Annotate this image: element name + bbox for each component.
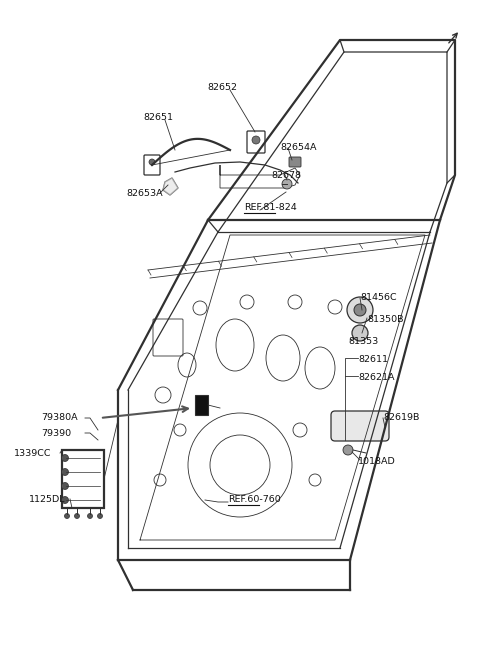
Circle shape — [97, 514, 103, 519]
Circle shape — [252, 136, 260, 144]
Text: 82651: 82651 — [143, 113, 173, 122]
Text: 1125DL: 1125DL — [29, 495, 65, 504]
Circle shape — [352, 325, 368, 341]
Circle shape — [61, 496, 69, 504]
Text: 82611: 82611 — [358, 356, 388, 364]
Text: 82621A: 82621A — [358, 373, 395, 383]
Text: 1018AD: 1018AD — [358, 457, 396, 466]
Text: 82654A: 82654A — [280, 143, 316, 153]
Text: 81456C: 81456C — [360, 293, 396, 303]
Circle shape — [354, 304, 366, 316]
Text: REF.81-824: REF.81-824 — [244, 204, 297, 212]
FancyBboxPatch shape — [289, 157, 301, 167]
Circle shape — [149, 159, 155, 165]
Circle shape — [61, 483, 69, 489]
Text: 81353: 81353 — [348, 337, 378, 345]
Text: 82619B: 82619B — [383, 413, 420, 422]
Text: 79380A: 79380A — [41, 413, 78, 422]
Circle shape — [87, 514, 93, 519]
Circle shape — [282, 179, 292, 189]
Text: 81350B: 81350B — [367, 316, 404, 324]
Text: REF.60-760: REF.60-760 — [228, 495, 281, 504]
Circle shape — [61, 455, 69, 462]
Bar — [195, 395, 208, 415]
Text: 82678: 82678 — [271, 170, 301, 179]
FancyBboxPatch shape — [331, 411, 389, 441]
Circle shape — [343, 445, 353, 455]
Circle shape — [347, 297, 373, 323]
Circle shape — [61, 468, 69, 476]
Circle shape — [64, 514, 70, 519]
Text: 82652: 82652 — [207, 83, 237, 92]
Polygon shape — [163, 178, 178, 195]
Circle shape — [74, 514, 80, 519]
Text: 79390: 79390 — [41, 428, 71, 438]
Text: 82653A: 82653A — [126, 189, 163, 198]
Bar — [62, 450, 104, 508]
Text: 1339CC: 1339CC — [14, 449, 51, 457]
